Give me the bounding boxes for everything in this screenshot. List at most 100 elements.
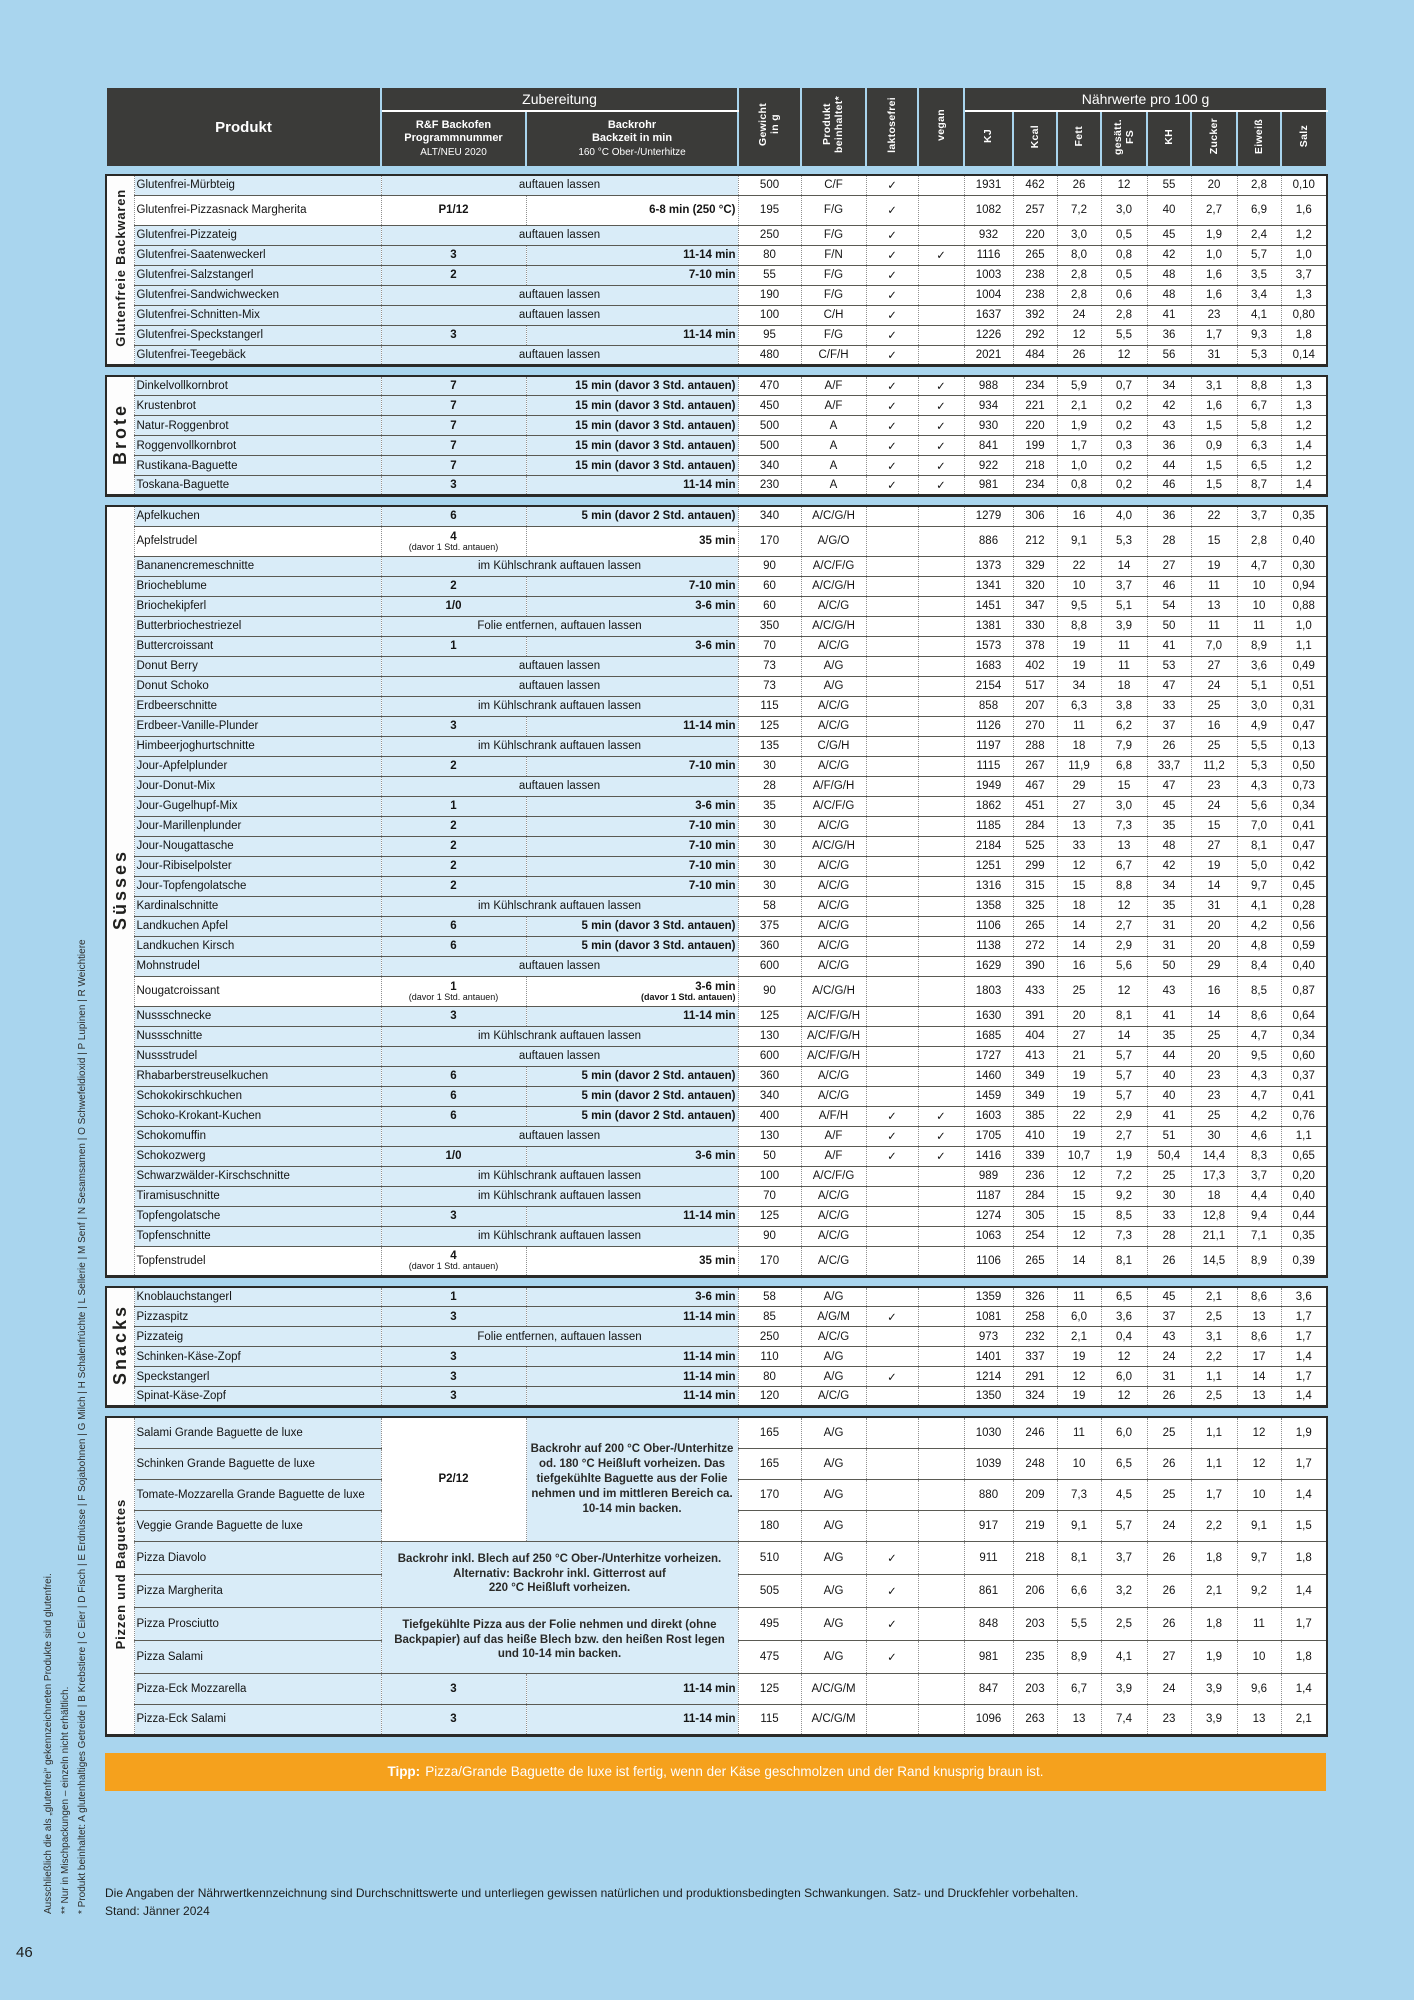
zubereitung-span: auftauen lassen	[380, 1045, 738, 1066]
nutrient-zucker: 27	[1190, 655, 1237, 676]
nutrient-kh: 50	[1146, 615, 1191, 636]
nutrient-kh: 25	[1146, 1478, 1191, 1510]
vegan-check	[917, 1245, 964, 1276]
product-name: Schokokirschkuchen	[133, 1085, 381, 1106]
nutrient-gesfs: 5,6	[1100, 955, 1147, 976]
nutrient-kh: 27	[1146, 555, 1191, 576]
laktosefrei-check	[865, 895, 918, 916]
nutrient-eiweiss: 5,6	[1236, 795, 1281, 816]
gewicht-value: 55	[737, 264, 802, 285]
nutrient-kj: 1630	[963, 1005, 1013, 1026]
backzeit: 7-10 min	[525, 855, 738, 876]
zubereitung-span: im Kühlschrank auftauen lassen	[380, 895, 738, 916]
nutrient-salz: 2,1	[1280, 1703, 1327, 1735]
nutrient-gesfs: 8,5	[1100, 1205, 1147, 1226]
nutrient-kh: 46	[1146, 575, 1191, 596]
laktosefrei-check	[865, 1703, 918, 1735]
nutrient-gesfs: 3,6	[1100, 1306, 1147, 1327]
nutrient-kj: 1030	[963, 1417, 1013, 1448]
backzeit: 7-10 min	[525, 815, 738, 836]
nutrient-salz: 0,49	[1280, 655, 1327, 676]
nutrient-eiweiss: 3,7	[1236, 506, 1281, 526]
nutrient-zucker: 31	[1190, 344, 1238, 365]
allergen-codes: A/C/G	[800, 1185, 866, 1206]
gewicht-value: 500	[737, 415, 801, 436]
vegan-check	[917, 935, 964, 956]
programmnummer: 6	[380, 506, 526, 526]
laktosefrei-check	[865, 1478, 918, 1510]
nutrient-kcal: 238	[1012, 284, 1058, 305]
nutrient-kh: 26	[1146, 735, 1191, 756]
vegan-check: ✓	[917, 1105, 964, 1126]
nutrient-kh: 36	[1146, 435, 1191, 456]
table-row: Butterbriochestriezel Folie entfernen, au…	[106, 615, 1327, 636]
laktosefrei-check: ✓	[865, 175, 919, 195]
gewicht-value: 400	[737, 1105, 801, 1126]
vegan-check	[917, 695, 964, 716]
product-name: Spinat-Käse-Zopf	[133, 1386, 381, 1407]
nutrient-kcal: 433	[1012, 975, 1057, 1006]
laktosefrei-check	[865, 915, 918, 936]
zubereitung-span: im Kühlschrank auftauen lassen	[380, 555, 738, 576]
nutrient-fett: 11	[1056, 715, 1101, 736]
nutrient-fett: 27	[1056, 795, 1101, 816]
nutrient-gesfs: 0,5	[1100, 264, 1148, 285]
col-header-naehrwerte: Nährwerte pro 100 g	[963, 86, 1329, 112]
table-row: Topfenschnitte im Kühlschrank auftauen la…	[106, 1225, 1327, 1246]
allergen-codes: A/C/F/G/H	[800, 1045, 866, 1066]
allergen-codes: A/C/G/M	[800, 1672, 866, 1704]
table-row: Glutenfrei-Teegebäck auftauen lassen 480 C/…	[106, 344, 1328, 365]
nutrient-salz: 1,4	[1280, 435, 1327, 456]
nutrient-eiweiss: 5,3	[1236, 755, 1281, 776]
nutrient-fett: 29	[1056, 775, 1101, 796]
product-name: Glutenfrei-Sandwichwecken	[133, 284, 381, 305]
gewicht-value: 95	[737, 324, 802, 345]
vegan-check	[917, 1606, 964, 1640]
nutrient-kj: 848	[963, 1606, 1013, 1640]
nutrient-fett: 22	[1056, 555, 1101, 576]
nutrient-gesfs: 0,8	[1100, 244, 1148, 265]
section-brote: Brote Dinkelvollkornbrot 7 15 min (davor 3 …	[105, 374, 1328, 497]
vegan-check	[917, 575, 964, 596]
sidebar-note-allergens: * Produkt beinhaltet: A glutenhaltiges G…	[77, 939, 88, 1914]
nutrient-gesfs: 8,1	[1100, 1245, 1147, 1276]
product-name: Jour-Donut-Mix	[133, 775, 381, 796]
table-row: Pizza-Eck Salami 3 11-14 min 115 A/C/G/M 1096…	[106, 1703, 1327, 1735]
allergen-codes: A/F	[800, 375, 866, 396]
nutrient-salz: 0,40	[1280, 525, 1327, 556]
programmnummer: 4 (davor 1 Std. antauen)	[380, 525, 526, 556]
gewicht-value: 475	[737, 1639, 801, 1673]
backzeit: 3-6 min (davor 1 Std. antauen)	[525, 975, 738, 1006]
nutrient-gesfs: 2,7	[1100, 915, 1147, 936]
nutrient-fett: 19	[1056, 1125, 1101, 1146]
product-name: Pizza Margherita	[133, 1573, 381, 1607]
nutrient-kj: 1126	[963, 715, 1013, 736]
nutrient-gesfs: 4,0	[1100, 506, 1147, 526]
table-row: Topfengolatsche 3 11-14 min 125 A/C/G 1274 305…	[106, 1205, 1327, 1226]
laktosefrei-check	[865, 635, 918, 656]
gewicht-value: 120	[737, 1386, 801, 1407]
col-header-kj: KJ	[963, 110, 1015, 168]
laktosefrei-check	[865, 1225, 918, 1246]
nutrient-eiweiss: 12	[1236, 1417, 1281, 1448]
col-header-beinhaltet: Produkt beinhaltet*	[800, 86, 868, 168]
nutrient-eiweiss: 13	[1236, 1703, 1281, 1735]
gewicht-value: 100	[737, 304, 802, 325]
nutrient-kcal: 288	[1012, 735, 1057, 756]
zubereitung-span: auftauen lassen	[380, 655, 738, 676]
nutrient-zucker: 1,1	[1190, 1366, 1237, 1387]
allergen-codes: A/C/F/G	[800, 795, 866, 816]
nutrient-kh: 35	[1146, 895, 1191, 916]
backzeit: 7-10 min	[525, 835, 738, 856]
nutrient-eiweiss: 4,9	[1236, 715, 1281, 736]
nutrient-kj: 1004	[963, 284, 1014, 305]
nutrient-kcal: 329	[1012, 555, 1057, 576]
nutrient-fett: 5,9	[1056, 375, 1101, 396]
laktosefrei-check: ✓	[865, 415, 918, 436]
nutrient-fett: 19	[1056, 635, 1101, 656]
product-name: Nussschnitte	[133, 1025, 381, 1046]
laktosefrei-check	[865, 595, 918, 616]
product-name: Topfenstrudel	[133, 1245, 381, 1276]
nutrient-gesfs: 12	[1100, 975, 1147, 1006]
nutrient-kcal: 484	[1012, 344, 1058, 365]
